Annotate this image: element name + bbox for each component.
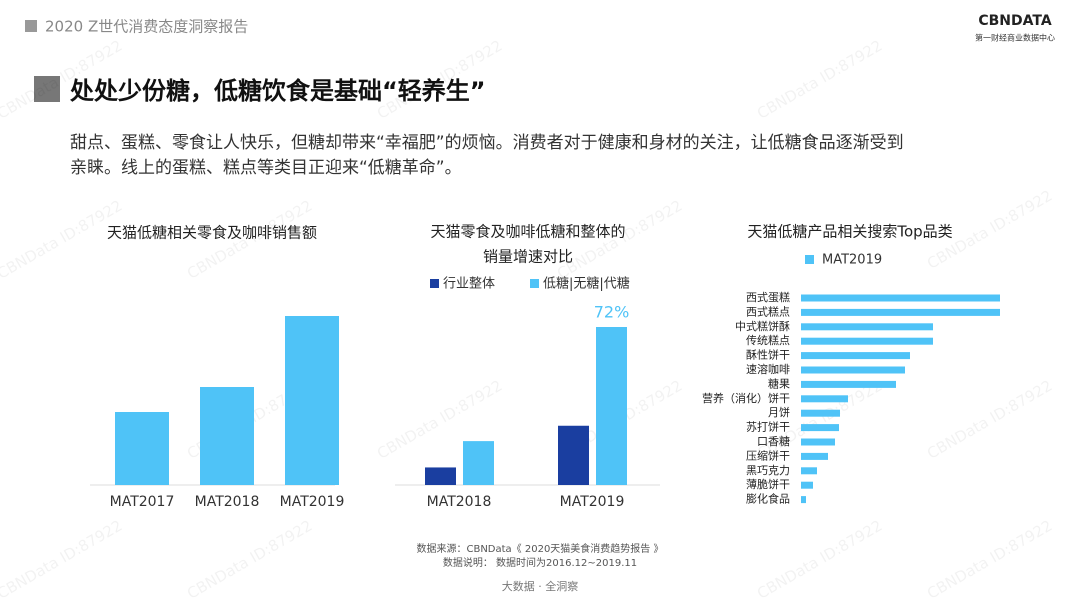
bar: [801, 481, 813, 489]
bar: [801, 308, 1000, 316]
legend-label: MAT2019: [822, 253, 882, 268]
paragraph-line: 甜点、蛋糕、零食让人快乐，但糖却带来“幸福肥”的烦恼。消费者对于健康和身材的关注…: [70, 133, 904, 153]
report-title: 2020 Z世代消费态度洞察报告: [45, 18, 248, 36]
bar: [801, 323, 933, 331]
bar: [463, 441, 494, 485]
bar: [801, 424, 839, 432]
logo-sub: 第一财经商业数据中心: [975, 33, 1055, 43]
chart-title: 销量增速对比: [483, 248, 573, 266]
y-tick-label: 糖果: [768, 376, 790, 390]
bar: [801, 352, 910, 360]
bar: [115, 412, 169, 485]
y-tick-label: 西式蛋糕: [746, 290, 790, 304]
bar: [596, 327, 627, 485]
legend-swatch: [530, 279, 539, 288]
watermark: CBNData ID:87922: [924, 516, 1055, 602]
watermark: CBNData ID:87922: [754, 516, 885, 602]
y-tick-label: 中式糕饼酥: [735, 319, 790, 333]
legend-swatch: [805, 255, 814, 264]
data-label: 72%: [594, 303, 630, 322]
slogan: 大数据 · 全洞察: [502, 579, 579, 593]
bar: [801, 438, 835, 446]
y-tick-label: 西式糕点: [746, 304, 790, 318]
source: 数据来源：CBNData《 2020天猫美食消费趋势报告 》: [416, 542, 663, 555]
watermark: CBNData ID:87922: [754, 36, 885, 122]
bar: [801, 409, 840, 417]
bar: [801, 452, 828, 460]
chart-title: 天猫低糖产品相关搜索Top品类: [747, 223, 952, 241]
bar: [425, 467, 456, 485]
logo: CBNDATA: [978, 13, 1051, 29]
watermark: CBNData ID:87922: [924, 376, 1055, 462]
bar: [801, 294, 1000, 302]
note: 数据说明： 数据时间为2016.12~2019.11: [443, 556, 637, 569]
slide-title: 处处少份糖，低糖饮食是基础“轻养生”: [69, 77, 486, 105]
y-tick-label: 压缩饼干: [746, 448, 790, 462]
paragraph-line: 亲睐。线上的蛋糕、糕点等类目正迎来“低糖革命”。: [70, 158, 462, 178]
x-tick-label: MAT2018: [195, 494, 260, 510]
legend-label: 低糖|无糖|代糖: [543, 276, 630, 292]
bar: [801, 366, 905, 374]
header-square: [25, 20, 37, 32]
y-tick-label: 黑巧克力: [746, 464, 790, 477]
y-tick-label: 薄脆饼干: [746, 477, 790, 491]
y-tick-label: 膨化食品: [746, 492, 790, 506]
y-tick-label: 苏打饼干: [746, 420, 790, 434]
chart-title: 天猫零食及咖啡低糖和整体的: [430, 223, 625, 241]
bar: [801, 467, 817, 475]
bar: [801, 395, 848, 403]
legend-label: 行业整体: [443, 277, 495, 292]
y-tick-label: 速溶咖啡: [746, 362, 790, 376]
x-tick-label: MAT2019: [280, 494, 345, 510]
x-tick-label: MAT2019: [560, 494, 625, 510]
watermark: CBNData ID:87922: [0, 516, 125, 602]
bar: [558, 425, 589, 485]
y-tick-label: 营养（消化）饼干: [702, 391, 790, 405]
y-tick-label: 月饼: [768, 405, 790, 419]
bar: [801, 496, 806, 504]
bar: [200, 387, 254, 485]
x-tick-label: MAT2018: [427, 494, 492, 510]
bar: [285, 316, 339, 485]
x-tick-label: MAT2017: [110, 494, 175, 510]
y-tick-label: 传统糕点: [746, 333, 790, 347]
chart-title: 天猫低糖相关零食及咖啡销售额: [107, 224, 317, 242]
watermark: CBNData ID:87922: [184, 516, 315, 602]
y-tick-label: 酥性饼干: [746, 348, 790, 362]
bar: [801, 380, 896, 388]
y-tick-label: 口香糖: [757, 434, 790, 448]
title-square: [34, 76, 60, 102]
legend-swatch: [430, 279, 439, 288]
bar: [801, 337, 933, 345]
